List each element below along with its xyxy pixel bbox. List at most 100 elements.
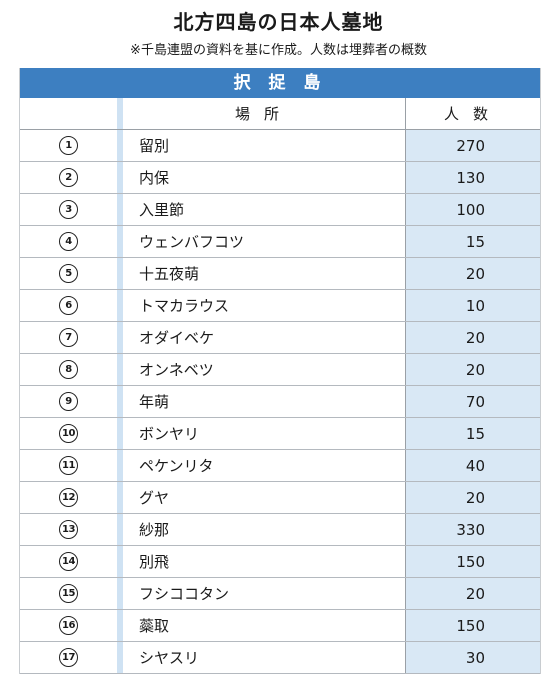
place-name: 蘂取 — [139, 617, 170, 635]
column-divider — [117, 290, 123, 321]
place-name: 留別 — [139, 137, 170, 155]
circled-number: 5 — [59, 264, 78, 283]
circled-number: 12 — [59, 488, 78, 507]
burial-count: 20 — [405, 354, 540, 385]
burial-count: 70 — [405, 386, 540, 417]
burial-count: 20 — [405, 258, 540, 289]
column-divider — [117, 418, 123, 449]
column-divider — [117, 578, 123, 609]
burial-count: 20 — [405, 482, 540, 513]
table-row: 13 紗那 330 — [20, 514, 540, 546]
row-number: 15 — [20, 578, 117, 609]
circled-number: 8 — [59, 360, 78, 379]
burial-count: 270 — [405, 130, 540, 161]
table-row: 7 オダイベケ 20 — [20, 322, 540, 354]
table-row: 1 留別 270 — [20, 130, 540, 162]
circled-number: 14 — [59, 552, 78, 571]
table-row: 9 年萌 70 — [20, 386, 540, 418]
table-row: 14 別飛 150 — [20, 546, 540, 578]
row-number: 3 — [20, 194, 117, 225]
burial-count: 150 — [405, 610, 540, 641]
burial-count: 20 — [405, 322, 540, 353]
circled-number: 6 — [59, 296, 78, 315]
circled-number: 11 — [59, 456, 78, 475]
circled-number: 9 — [59, 392, 78, 411]
table-row: 10 ボンヤリ 15 — [20, 418, 540, 450]
place-name: ウェンバフコツ — [139, 233, 245, 251]
column-divider — [117, 514, 123, 545]
burial-count: 330 — [405, 514, 540, 545]
place-name: オンネベツ — [139, 361, 214, 379]
place-name: ペケンリタ — [139, 457, 214, 475]
row-number: 8 — [20, 354, 117, 385]
row-number: 12 — [20, 482, 117, 513]
place-name: 紗那 — [139, 521, 170, 539]
column-divider — [117, 130, 123, 161]
circled-number: 17 — [59, 648, 78, 667]
number-column-header — [20, 98, 117, 129]
place-column-header: 場所 — [234, 105, 293, 123]
circled-number: 13 — [59, 520, 78, 539]
count-column-header: 人数 — [405, 98, 540, 129]
row-number: 17 — [20, 642, 117, 673]
row-number: 1 — [20, 130, 117, 161]
table-row: 4 ウェンバフコツ 15 — [20, 226, 540, 258]
column-divider — [117, 226, 123, 257]
place-name: 十五夜萌 — [139, 265, 200, 283]
source-note: ※千島連盟の資料を基に作成。人数は埋葬者の概数 — [130, 43, 427, 58]
column-divider — [117, 482, 123, 513]
burial-count: 100 — [405, 194, 540, 225]
table-row: 17 シヤスリ 30 — [20, 642, 540, 674]
column-divider — [117, 642, 123, 673]
circled-number: 3 — [59, 200, 78, 219]
circled-number: 16 — [59, 616, 78, 635]
place-name: グヤ — [139, 489, 170, 507]
table-row: 2 内保 130 — [20, 162, 540, 194]
row-number: 4 — [20, 226, 117, 257]
table-row: 6 トマカラウス 10 — [20, 290, 540, 322]
burial-count: 130 — [405, 162, 540, 193]
column-divider — [117, 354, 123, 385]
table-row: 12 グヤ 20 — [20, 482, 540, 514]
burial-count: 150 — [405, 546, 540, 577]
column-header-row: 場所 人数 — [20, 98, 540, 130]
table-body: 1 留別 270 2 内保 130 3 入里節 100 4 ウェンバフコツ 15 5 十五夜萌 20 6 トマカ… — [20, 130, 540, 674]
table-row: 15 フシココタン 20 — [20, 578, 540, 610]
circled-number: 10 — [59, 424, 78, 443]
cemetery-table: 択 捉 島 場所 人数 1 留別 270 2 内保 130 3 入里節 100 4 ウェンバフコツ 1… — [19, 68, 541, 674]
row-number: 7 — [20, 322, 117, 353]
place-name: トマカラウス — [139, 297, 230, 315]
circled-number: 15 — [59, 584, 78, 603]
circled-number: 2 — [59, 168, 78, 187]
column-divider — [117, 386, 123, 417]
column-divider — [117, 258, 123, 289]
place-name: ボンヤリ — [139, 425, 200, 443]
table-row: 3 入里節 100 — [20, 194, 540, 226]
burial-count: 40 — [405, 450, 540, 481]
column-divider — [117, 98, 123, 129]
place-name: 年萌 — [139, 393, 170, 411]
place-name: オダイベケ — [139, 329, 215, 347]
column-divider — [117, 546, 123, 577]
column-divider — [117, 450, 123, 481]
place-name: 内保 — [139, 169, 170, 187]
burial-count: 20 — [405, 578, 540, 609]
column-divider — [117, 610, 123, 641]
row-number: 11 — [20, 450, 117, 481]
circled-number: 7 — [59, 328, 78, 347]
circled-number: 1 — [59, 136, 78, 155]
row-number: 10 — [20, 418, 117, 449]
column-divider — [117, 162, 123, 193]
place-name: シヤスリ — [139, 649, 200, 667]
table-row: 5 十五夜萌 20 — [20, 258, 540, 290]
island-header: 択 捉 島 — [20, 68, 540, 98]
burial-count: 15 — [405, 226, 540, 257]
row-number: 6 — [20, 290, 117, 321]
place-name: フシココタン — [139, 585, 230, 603]
row-number: 13 — [20, 514, 117, 545]
column-divider — [117, 194, 123, 225]
row-number: 16 — [20, 610, 117, 641]
circled-number: 4 — [59, 232, 78, 251]
burial-count: 30 — [405, 642, 540, 673]
place-name: 入里節 — [139, 201, 185, 219]
